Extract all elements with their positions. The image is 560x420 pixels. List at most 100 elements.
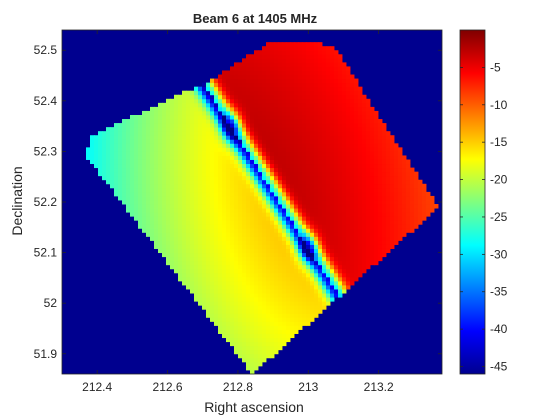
heatmap-cell xyxy=(406,216,411,221)
heatmap-cell xyxy=(386,191,391,197)
heatmap-cell xyxy=(314,280,319,286)
heatmap-cell xyxy=(358,232,363,237)
heatmap-cell xyxy=(366,220,371,225)
heatmap-cell xyxy=(330,244,335,249)
heatmap-cell xyxy=(366,139,371,144)
heatmap-cell xyxy=(310,74,315,80)
heatmap-cell xyxy=(190,127,195,132)
heatmap-cell xyxy=(126,171,131,177)
heatmap-cell xyxy=(162,228,167,233)
heatmap-cell xyxy=(186,244,191,249)
heatmap-cell xyxy=(190,106,195,112)
heatmap-cell xyxy=(278,114,283,120)
heatmap-cell xyxy=(326,204,331,209)
heatmap-cell xyxy=(238,268,243,274)
heatmap-cell xyxy=(254,280,259,286)
heatmap-cell xyxy=(338,163,343,169)
heatmap-cell xyxy=(370,256,375,262)
heatmap-cell xyxy=(294,135,299,140)
heatmap-cell xyxy=(210,171,215,177)
heatmap-cell xyxy=(322,131,327,136)
heatmap-cell xyxy=(238,98,243,104)
heatmap-cell xyxy=(270,199,275,205)
heatmap-cell xyxy=(378,183,383,189)
heatmap-cell xyxy=(306,252,311,258)
heatmap-cell xyxy=(246,317,251,322)
heatmap-cell xyxy=(302,321,307,326)
heatmap-cell xyxy=(134,159,139,165)
heatmap-cell xyxy=(266,284,271,290)
heatmap-cell xyxy=(338,216,343,221)
heatmap-cell xyxy=(250,260,255,266)
heatmap-cell xyxy=(146,175,151,181)
heatmap-cell xyxy=(250,191,255,197)
heatmap-cell xyxy=(278,301,283,306)
heatmap-cell xyxy=(162,123,167,128)
heatmap-cell xyxy=(326,163,331,169)
heatmap-cell xyxy=(410,208,415,213)
heatmap-cell xyxy=(322,256,327,262)
heatmap-cell xyxy=(266,329,271,334)
heatmap-cell xyxy=(162,135,167,140)
heatmap-cell xyxy=(270,127,275,132)
heatmap-cell xyxy=(306,195,311,201)
heatmap-cell xyxy=(366,183,371,189)
heatmap-cell xyxy=(394,232,399,237)
heatmap-cell xyxy=(322,54,327,59)
heatmap-cell xyxy=(170,220,175,225)
heatmap-cell xyxy=(302,151,307,156)
heatmap-cell xyxy=(290,98,295,104)
heatmap-cell xyxy=(246,159,251,165)
heatmap-cell xyxy=(270,204,275,209)
heatmap-cell xyxy=(198,301,203,306)
heatmap-cell xyxy=(250,240,255,245)
heatmap-cell xyxy=(290,135,295,140)
y-tick-label: 51.9 xyxy=(34,347,58,361)
heatmap-cell xyxy=(370,244,375,249)
heatmap-cell xyxy=(262,175,267,181)
heatmap-cell xyxy=(298,244,303,249)
heatmap-cell xyxy=(258,195,263,201)
heatmap-cell xyxy=(230,159,235,165)
heatmap-cell xyxy=(290,264,295,270)
heatmap-cell xyxy=(158,151,163,156)
heatmap-cell xyxy=(254,301,259,306)
heatmap-cell xyxy=(262,305,267,310)
heatmap-cell xyxy=(354,236,359,241)
heatmap-cell xyxy=(278,163,283,169)
heatmap-cell xyxy=(166,147,171,152)
heatmap-cell xyxy=(314,50,319,55)
heatmap-cell xyxy=(322,284,327,290)
heatmap-cell xyxy=(382,212,387,217)
heatmap-cell xyxy=(294,110,299,116)
heatmap-cell xyxy=(150,151,155,156)
heatmap-cell xyxy=(350,98,355,104)
heatmap-cell xyxy=(218,208,223,213)
heatmap-cell xyxy=(298,98,303,104)
heatmap-cell xyxy=(306,94,311,100)
heatmap-cell xyxy=(302,208,307,213)
heatmap-cell xyxy=(206,284,211,290)
heatmap-cell xyxy=(266,244,271,249)
heatmap-cell xyxy=(382,240,387,245)
heatmap-cell xyxy=(330,289,335,294)
heatmap-cell xyxy=(230,301,235,306)
heatmap-cell xyxy=(106,131,111,136)
heatmap-cell xyxy=(394,183,399,189)
heatmap-cell xyxy=(302,114,307,120)
heatmap-cell xyxy=(378,171,383,177)
heatmap-cell xyxy=(226,159,231,165)
heatmap-cell xyxy=(302,216,307,221)
heatmap-cell xyxy=(334,183,339,189)
heatmap-cell xyxy=(262,187,267,193)
heatmap-cell xyxy=(230,135,235,140)
heatmap-cell xyxy=(346,78,351,84)
heatmap-cell xyxy=(390,244,395,249)
heatmap-cell xyxy=(298,236,303,241)
heatmap-cell xyxy=(362,252,367,258)
heatmap-cell xyxy=(94,139,99,144)
heatmap-cell xyxy=(182,114,187,120)
heatmap-cell xyxy=(338,183,343,189)
heatmap-cell xyxy=(242,248,247,254)
heatmap-cell xyxy=(314,46,319,51)
